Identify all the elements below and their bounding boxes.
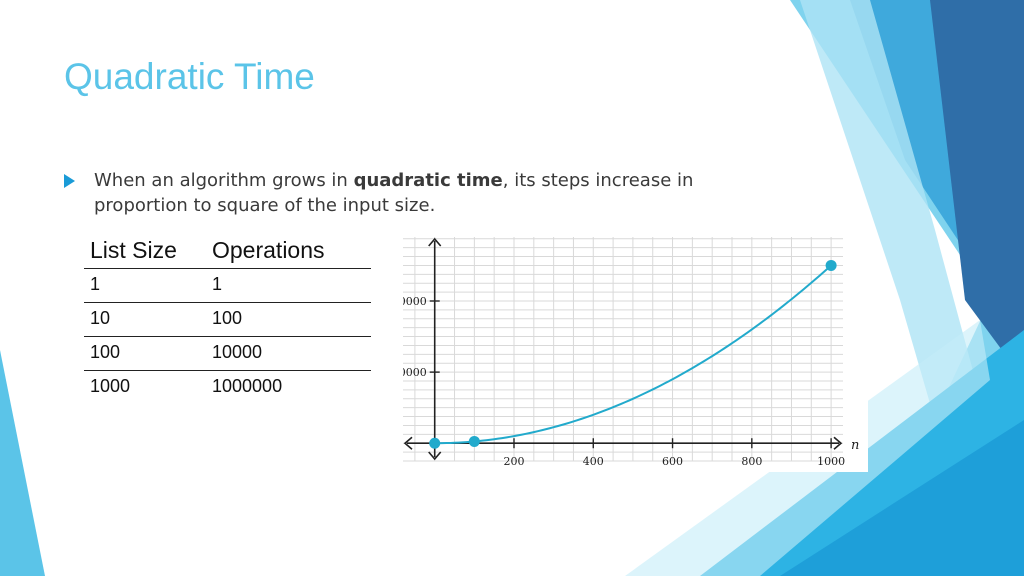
table-header-row: List Size Operations bbox=[84, 234, 371, 269]
x-axis-label: n bbox=[851, 438, 859, 453]
table-cell: 100 bbox=[84, 336, 206, 371]
y-tick-label: 200000 bbox=[403, 366, 427, 379]
x-tick-label: 600 bbox=[662, 455, 683, 468]
table-row: 100 10000 bbox=[84, 336, 371, 371]
header-operations: Operations bbox=[206, 234, 371, 269]
x-axis-arrow-right bbox=[833, 436, 843, 450]
table-cell: 1000000 bbox=[212, 376, 283, 396]
bullet-text-bold: quadratic time bbox=[353, 170, 503, 191]
slide-title: Quadratic Time bbox=[64, 56, 315, 97]
table-cell: 1000 bbox=[90, 376, 131, 396]
series-line bbox=[434, 264, 832, 445]
x-axis-arrow-left bbox=[403, 436, 413, 450]
y-axis-arrow-up bbox=[428, 237, 442, 247]
bullet-point: When an algorithm grows in quadratic tim… bbox=[64, 168, 744, 218]
data-point bbox=[825, 259, 837, 271]
table-cell: 1 bbox=[206, 268, 371, 303]
data-point bbox=[468, 435, 480, 447]
bullet-text-post: , its steps increase in proportion to sq… bbox=[94, 170, 694, 216]
bullet-text: When an algorithm grows in quadratic tim… bbox=[94, 168, 744, 218]
table-cell: 1 bbox=[84, 268, 206, 303]
header-list-size: List Size bbox=[84, 234, 206, 269]
y-tick-label: 400000 bbox=[403, 295, 427, 308]
triangle-bullet-icon bbox=[64, 174, 75, 188]
x-tick-label: 1000 bbox=[817, 455, 845, 468]
bullet-text-pre: When an algorithm grows in bbox=[94, 170, 354, 191]
table-row: 10 100 bbox=[84, 302, 371, 337]
y-axis-arrow-down bbox=[428, 451, 442, 461]
quadratic-chart: 200 400 600 800 1000 200000 400000 n bbox=[403, 231, 868, 472]
x-tick-label: 800 bbox=[741, 455, 762, 468]
table-row: 1000 1000000 bbox=[84, 371, 371, 405]
data-table: List Size Operations 1 1 10 100 100 1000… bbox=[84, 234, 371, 404]
table-row: 1 1 bbox=[84, 268, 371, 303]
table-cell: 10000 bbox=[206, 336, 371, 371]
x-tick-label: 200 bbox=[503, 455, 524, 468]
table-cell: 100 bbox=[206, 302, 371, 337]
x-tick-label: 400 bbox=[583, 455, 604, 468]
table-cell: 10 bbox=[84, 302, 206, 337]
data-point bbox=[429, 437, 441, 449]
